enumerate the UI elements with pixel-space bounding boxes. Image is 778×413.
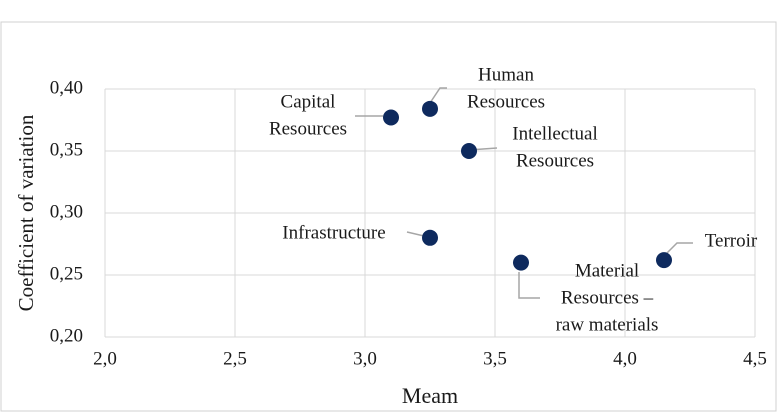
y-tick-label: 0,35 <box>50 139 83 160</box>
point-label: Resources <box>467 91 545 112</box>
point-label: Terroir <box>705 230 758 251</box>
leader-line <box>663 242 693 257</box>
point-label: Resources – <box>561 287 654 308</box>
x-tick-label: 2,0 <box>93 348 117 369</box>
y-tick-label: 0,25 <box>50 263 83 284</box>
y-axis-label: Coefficient of variation <box>14 114 38 311</box>
y-tick-label: 0,40 <box>50 77 83 98</box>
point-label: raw materials <box>556 314 659 335</box>
y-tick-label: 0,30 <box>50 201 83 222</box>
point-label: Human <box>478 64 534 85</box>
point <box>422 100 438 117</box>
point-label: Resources <box>516 150 594 171</box>
point <box>422 229 438 246</box>
x-tick-label: 4,0 <box>613 348 637 369</box>
x-tick-label: 3,5 <box>483 348 507 369</box>
point-label: Capital <box>281 91 336 112</box>
x-tick-label: 2,5 <box>223 348 247 369</box>
leader-line <box>406 231 425 237</box>
x-tick-label: 4,5 <box>743 348 767 369</box>
leader-line <box>429 87 447 104</box>
chart-frame <box>0 21 777 412</box>
x-tick-label: 3,0 <box>353 348 377 369</box>
point <box>656 252 672 269</box>
point-label: Intellectual <box>512 123 597 144</box>
point <box>461 143 477 159</box>
y-tick-label: 0,20 <box>50 325 83 346</box>
point-label: Resources <box>269 118 347 139</box>
x-axis-label: Meam <box>402 383 458 408</box>
point-label: Infrastructure <box>282 222 385 243</box>
point-label: Material <box>575 260 639 281</box>
leader-line <box>518 272 540 299</box>
point <box>383 109 399 126</box>
point <box>513 254 529 271</box>
